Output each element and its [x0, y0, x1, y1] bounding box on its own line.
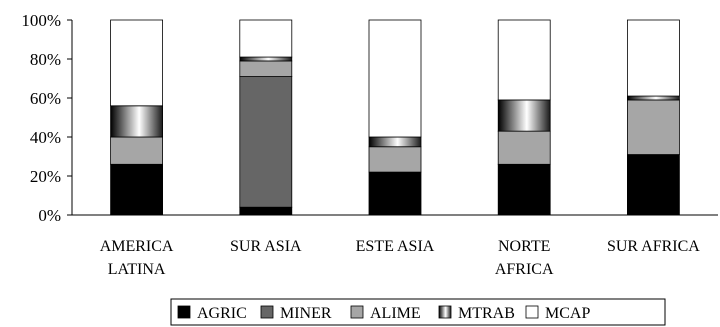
bar-segment-miner: [239, 76, 293, 208]
legend-label-alime: ALIME: [370, 305, 421, 322]
legend-swatch-alime: [350, 305, 364, 319]
bar-segment-mtrab: [368, 136, 422, 148]
y-tick-label: 80%: [30, 50, 61, 69]
y-tick-label: 40%: [30, 128, 61, 147]
y-tick-label: 20%: [30, 167, 61, 186]
bar-segment-alime: [627, 99, 680, 155]
category-labels: AMERICA LATINA SUR ASIA ESTE ASIA NORTE AFRIC…: [100, 238, 701, 278]
legend-box: [170, 298, 666, 326]
bar-segment-alime: [239, 60, 293, 77]
legend-label-miner: MINER: [280, 305, 332, 322]
bar-segment-agric: [627, 154, 680, 216]
category-label: AMERICA: [100, 238, 174, 255]
chart-legend: AGRIC MINER ALIME MTRAB MCAP: [170, 298, 666, 326]
bar-segment-mtrab: [110, 105, 163, 138]
bar-segment-mcap: [110, 19, 163, 107]
y-tick-label: 60%: [30, 89, 61, 108]
bar-segment-mtrab: [497, 99, 551, 132]
bar-segment-agric: [497, 163, 551, 216]
y-tick-label: 0%: [38, 206, 61, 225]
legend-swatch-mcap: [525, 305, 539, 319]
y-tick-label: 100%: [21, 11, 61, 30]
bar-segment-agric: [239, 206, 293, 216]
bar-segment-agric: [110, 163, 163, 216]
bar-segment-mtrab: [239, 56, 293, 62]
category-label: LATINA: [108, 261, 166, 278]
bar-segment-mtrab: [627, 95, 680, 101]
bar-segment-mcap: [239, 19, 293, 58]
chart-bars: [110, 19, 680, 216]
legend-label-mtrab: MTRAB: [458, 305, 515, 322]
legend-label-agric: AGRIC: [197, 305, 247, 322]
bar-segment-alime: [110, 136, 163, 165]
legend-swatch-agric: [177, 305, 191, 319]
bar-segment-alime: [497, 130, 551, 165]
bar-segment-mcap: [497, 19, 551, 101]
legend-swatch-miner: [260, 305, 274, 319]
chart-axes: 0% 20% 40% 60% 80% 100%: [21, 11, 718, 225]
category-label: NORTE: [498, 238, 550, 255]
bar-segment-mcap: [368, 19, 422, 138]
legend-label-mcap: MCAP: [545, 305, 590, 322]
bar-segment-alime: [368, 146, 422, 173]
category-label: SUR ASIA: [230, 238, 302, 255]
category-label: AFRICA: [495, 261, 554, 278]
category-label: SUR AFRICA: [607, 238, 700, 255]
category-label: ESTE ASIA: [356, 238, 435, 255]
bar-segment-agric: [368, 171, 422, 216]
legend-swatch-mtrab: [438, 305, 452, 319]
bar-segment-mcap: [627, 19, 680, 97]
